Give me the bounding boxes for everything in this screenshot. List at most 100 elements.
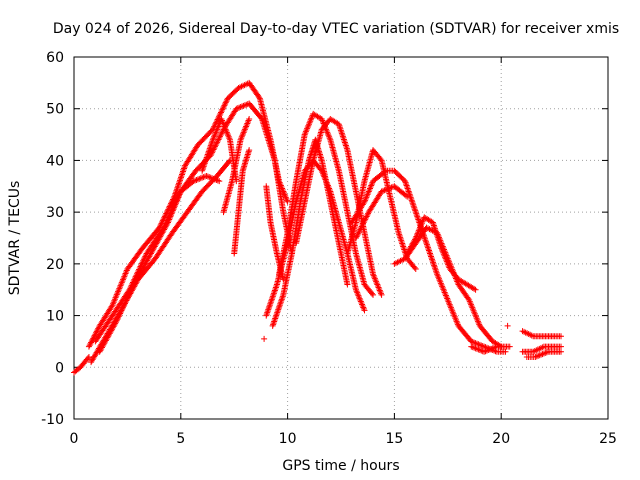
data-point <box>472 345 479 352</box>
data-point <box>273 311 280 318</box>
data-point <box>430 260 437 267</box>
data-point <box>175 180 182 187</box>
data-point <box>413 210 420 217</box>
data-point <box>190 178 197 185</box>
data-point <box>413 233 420 240</box>
data-point <box>398 237 405 244</box>
data-point <box>173 186 180 193</box>
data-point <box>364 191 371 198</box>
data-point <box>210 146 217 153</box>
data-point <box>413 232 420 239</box>
data-point <box>445 261 452 268</box>
data-point <box>164 219 171 226</box>
data-point <box>265 305 272 312</box>
data-point <box>218 116 225 123</box>
data-point <box>411 206 418 213</box>
data-point <box>172 189 179 196</box>
data-point <box>124 294 131 301</box>
data-point <box>476 341 483 348</box>
data-point <box>208 141 215 148</box>
y-tick-label: 50 <box>46 102 64 118</box>
data-point <box>222 99 229 106</box>
data-point <box>442 254 449 261</box>
data-point <box>194 176 201 183</box>
data-point <box>362 197 369 204</box>
data-point <box>358 223 365 230</box>
data-point <box>410 201 417 208</box>
data-point <box>116 311 123 318</box>
data-point <box>220 120 227 127</box>
data-point <box>240 130 247 137</box>
data-point <box>373 278 380 285</box>
data-point <box>270 321 277 328</box>
data-point <box>410 203 417 210</box>
data-point <box>241 102 248 109</box>
data-point <box>444 260 451 267</box>
data-point <box>175 194 182 201</box>
data-point <box>319 117 326 124</box>
data-point <box>319 119 326 126</box>
data-point <box>246 147 253 154</box>
data-point <box>211 176 218 183</box>
data-point <box>220 103 227 110</box>
data-point <box>173 187 180 194</box>
data-point <box>207 174 214 181</box>
data-point <box>213 176 220 183</box>
data-point <box>423 240 430 247</box>
data-point <box>121 301 128 308</box>
data-point <box>233 105 240 112</box>
data-point <box>324 129 331 136</box>
data-point <box>356 227 363 234</box>
data-point <box>304 124 311 131</box>
data-point <box>360 304 367 311</box>
data-point <box>343 144 350 151</box>
data-point <box>274 309 281 316</box>
data-point <box>175 192 182 199</box>
data-point <box>380 187 387 194</box>
data-point <box>377 290 384 297</box>
x-tick-label: 20 <box>492 431 510 447</box>
data-point <box>407 194 414 201</box>
data-point <box>370 272 377 279</box>
data-point <box>385 185 392 192</box>
data-point <box>302 130 309 137</box>
data-point <box>359 302 366 309</box>
data-point <box>283 195 290 202</box>
data-point <box>360 200 367 207</box>
data-point <box>118 307 125 314</box>
data-point <box>221 123 228 130</box>
data-point <box>209 175 216 182</box>
data-point <box>85 353 92 360</box>
series-arc-8 <box>231 147 253 257</box>
data-point <box>238 133 245 140</box>
data-point <box>372 277 379 284</box>
data-point <box>196 175 203 182</box>
data-point <box>128 285 135 292</box>
data-point <box>427 250 433 257</box>
data-point <box>201 160 208 167</box>
data-point <box>181 164 188 171</box>
data-point <box>340 134 347 141</box>
data-point <box>558 348 565 355</box>
data-point <box>377 288 384 295</box>
data-point <box>206 174 213 181</box>
data-point <box>307 118 314 125</box>
data-point <box>126 290 133 297</box>
data-point <box>119 306 126 313</box>
data-point <box>208 139 215 146</box>
data-point <box>402 178 409 185</box>
data-point <box>538 351 545 358</box>
series-arc-1 <box>71 353 92 376</box>
data-point <box>363 213 370 220</box>
data-point <box>360 220 367 227</box>
data-point <box>532 353 539 360</box>
data-point <box>211 132 218 139</box>
data-point <box>127 288 134 295</box>
data-point <box>339 131 346 138</box>
x-tick-label: 10 <box>279 431 297 447</box>
data-point <box>344 281 351 288</box>
data-point <box>405 188 412 195</box>
data-point <box>264 309 271 316</box>
data-point <box>433 268 440 275</box>
